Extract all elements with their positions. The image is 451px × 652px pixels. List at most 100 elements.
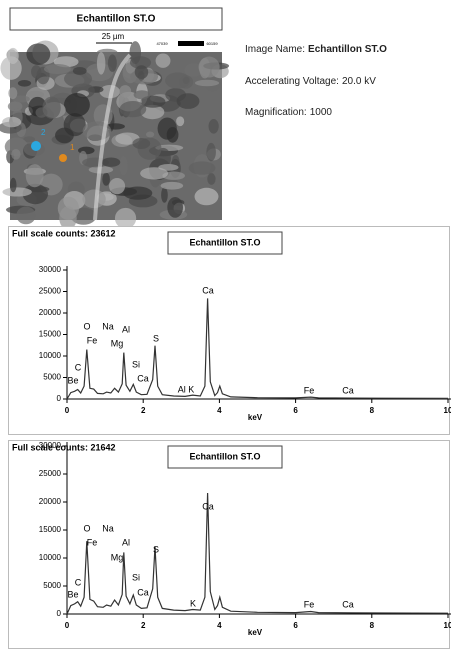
x-tick-label: 8: [370, 621, 375, 630]
sem-texture: [102, 172, 110, 186]
info-label: Image Name:: [245, 44, 306, 55]
spectrum-line: [66, 492, 449, 615]
peak-label: S: [153, 544, 159, 554]
peak-label: Ca: [202, 285, 214, 295]
peak-label: Ca: [137, 587, 149, 597]
peak-label: C: [75, 577, 82, 587]
spot-1: [59, 154, 67, 162]
scale-block: [178, 41, 204, 46]
title-box: [167, 231, 283, 255]
peak-label: O: [83, 523, 90, 533]
peak-label: Si: [132, 572, 140, 582]
x-axis-label: keV: [248, 628, 263, 637]
scale-mark: 47039: [156, 41, 168, 46]
peak-label: Ca: [342, 385, 354, 395]
sem-texture: [194, 187, 219, 206]
y-tick-label: 25000: [39, 469, 62, 478]
sem-texture: [176, 93, 200, 109]
spot-2: [31, 141, 41, 151]
peak-label: Fe: [87, 335, 98, 345]
peak-label: O: [83, 321, 90, 331]
sem-texture: [207, 173, 216, 185]
sem-texture: [140, 95, 166, 108]
subtitle: Full scale counts: 21642: [12, 442, 116, 452]
sem-texture: [72, 67, 87, 75]
sem-texture: [12, 95, 30, 103]
sem-texture: [63, 70, 93, 88]
peak-label: Si: [132, 359, 140, 369]
title: Echantillon ST.O: [77, 14, 156, 25]
panel-frame: [8, 226, 450, 435]
peak-label: Fe: [304, 599, 315, 609]
info-line: Magnification: 1000: [245, 107, 332, 118]
info-line: Image Name: Echantillon ST.O: [245, 44, 387, 55]
y-tick-label: 10000: [39, 351, 62, 360]
sem-texture: [16, 206, 36, 225]
peak-label: Be: [67, 589, 78, 599]
spectrum-line: [66, 298, 449, 400]
y-tick-label: 20000: [39, 308, 62, 317]
y-tick-label: 15000: [39, 525, 62, 534]
sem-texture: [11, 148, 21, 160]
sem-texture: [17, 80, 32, 87]
sem-texture: [8, 87, 18, 100]
panel-frame: [8, 440, 450, 649]
sem-texture: [188, 161, 216, 175]
y-tick-label: 0: [57, 609, 62, 618]
peak-label: Al: [122, 537, 130, 547]
y-tick-label: 5000: [43, 581, 61, 590]
info-value: Echantillon ST.O: [308, 44, 387, 55]
sem-texture: [176, 116, 185, 127]
peak-label: Be: [67, 375, 78, 385]
info-line: Accelerating Voltage: 20.0 kV: [245, 76, 376, 87]
sem-texture: [206, 142, 216, 162]
chart-title: Echantillon ST.O: [189, 237, 260, 247]
sem-texture: [198, 56, 220, 78]
sem-texture: [82, 189, 106, 209]
sem-texture: [105, 123, 125, 130]
sem-texture: [109, 178, 126, 195]
sem-texture: [161, 187, 168, 203]
y-tick-label: 5000: [43, 373, 61, 382]
sem-texture: [55, 127, 74, 144]
sem-texture: [140, 104, 165, 120]
x-axis-label: keV: [248, 413, 263, 422]
peak-label: Mg: [111, 552, 124, 562]
info-label: Magnification:: [245, 107, 307, 118]
spot-label: 1: [70, 143, 75, 152]
sem-texture: [194, 79, 220, 87]
x-tick-label: 0: [65, 406, 70, 415]
x-tick-label: 8: [370, 406, 375, 415]
sem-texture: [119, 100, 147, 118]
sem-texture: [27, 186, 50, 193]
sem-texture: [2, 187, 32, 197]
peak-label: Fe: [304, 385, 315, 395]
x-tick-label: 2: [141, 621, 146, 630]
peak-label: Fe: [87, 537, 98, 547]
sem-texture: [155, 53, 171, 68]
sem-texture: [119, 85, 132, 98]
sem-texture: [96, 51, 106, 75]
peak-label: Mg: [111, 338, 124, 348]
y-tick-label: 20000: [39, 497, 62, 506]
peak-label: Ca: [137, 373, 149, 383]
sem-texture: [145, 131, 155, 138]
y-tick-label: 10000: [39, 553, 62, 562]
sem-texture: [167, 196, 183, 218]
y-tick-label: 0: [57, 394, 62, 403]
y-tick-label: 15000: [39, 330, 62, 339]
info-value: 1000: [309, 107, 332, 118]
title-box: [167, 445, 283, 469]
subtitle: Full scale counts: 23612: [12, 228, 116, 238]
x-tick-label: 4: [217, 621, 222, 630]
sem-texture: [132, 137, 151, 149]
spectrum-panel: Full scale counts: 21642 Echantillon ST.O…: [8, 440, 451, 649]
sem-image: 21: [0, 40, 230, 230]
sem-texture: [101, 157, 121, 167]
sem-texture: [2, 116, 22, 128]
sem-texture: [9, 177, 17, 193]
peak-label: Ca: [342, 599, 354, 609]
peak-label: Al: [122, 324, 130, 334]
spectrum-panel: Full scale counts: 23612 Echantillon ST.O…: [8, 226, 451, 435]
